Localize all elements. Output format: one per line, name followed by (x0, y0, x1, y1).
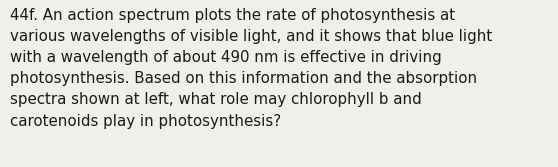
Text: 44f. An action spectrum plots the rate of photosynthesis at
various wavelengths : 44f. An action spectrum plots the rate o… (10, 8, 492, 129)
